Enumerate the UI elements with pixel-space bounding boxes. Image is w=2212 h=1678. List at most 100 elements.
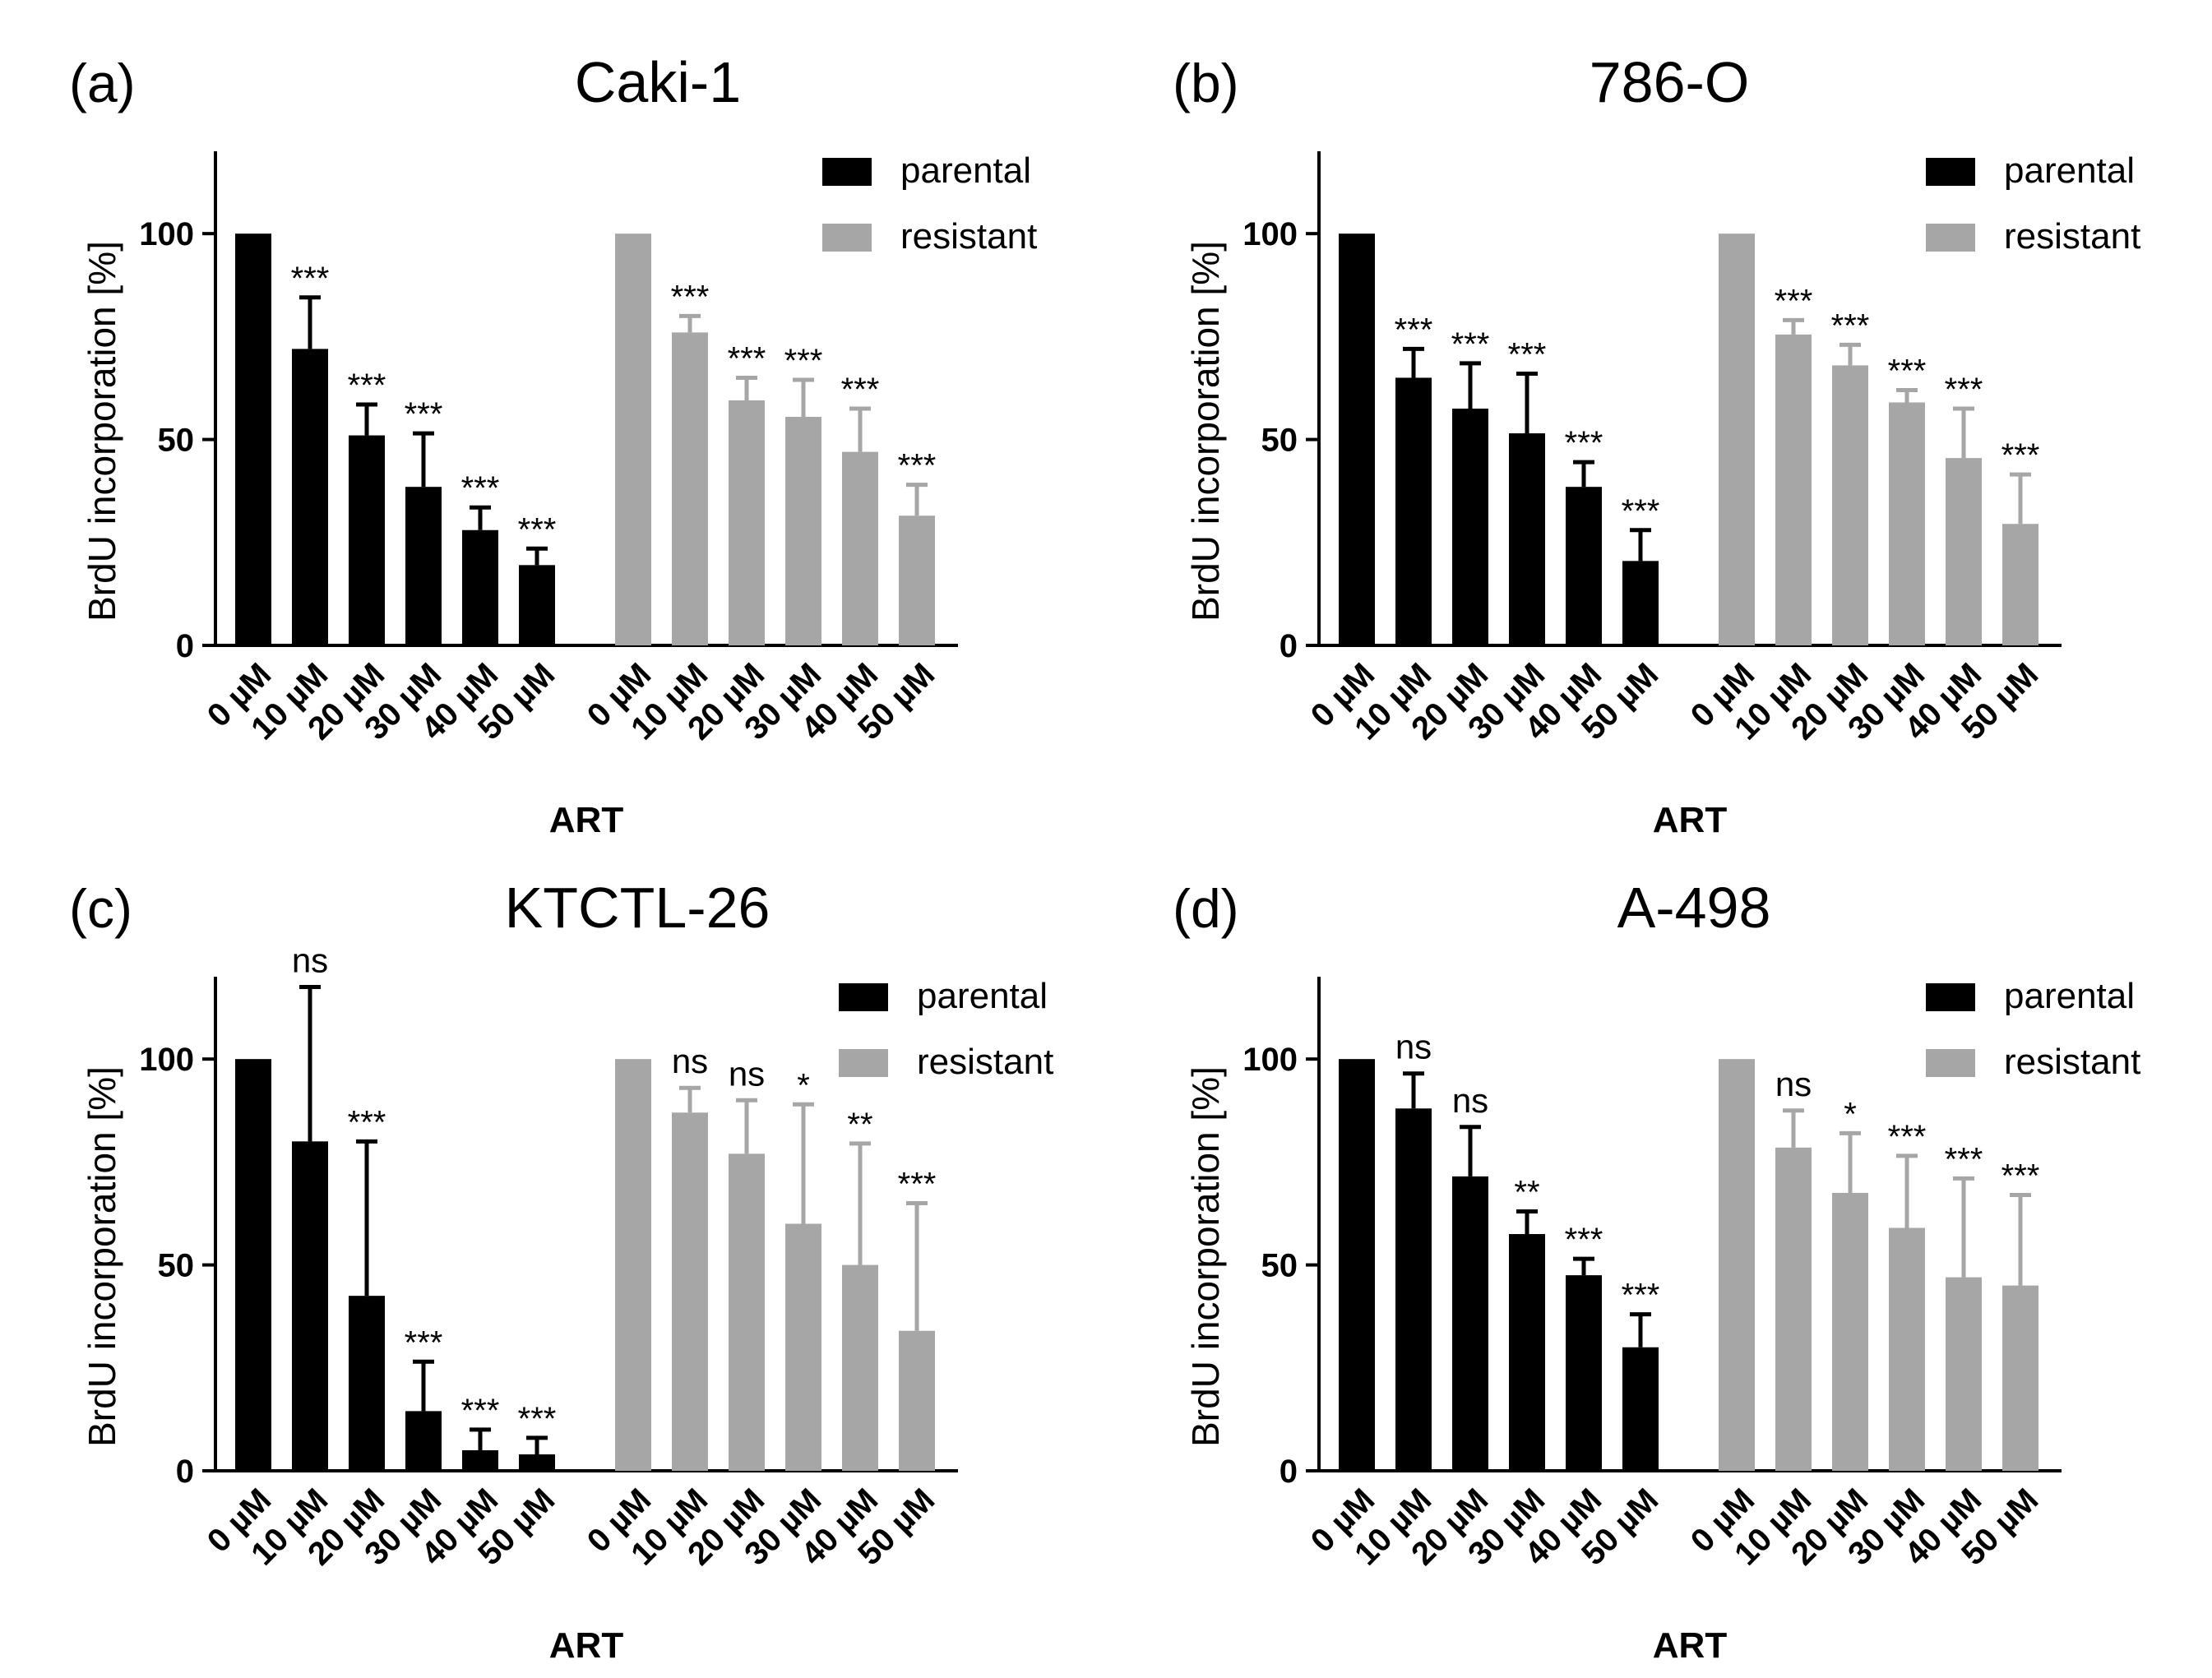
bar-resistant	[1775, 334, 1812, 645]
y-tick-label: 100	[1243, 216, 1298, 252]
significance-label: ***	[1888, 353, 1927, 389]
significance-label: ***	[898, 448, 937, 484]
significance-label: ns	[1395, 1028, 1432, 1066]
y-tick-label: 0	[1280, 628, 1298, 664]
legend-swatch-resistant	[1926, 1049, 1975, 1077]
legend-label-parental: parental	[917, 976, 1048, 1016]
bar-parental	[235, 1059, 271, 1471]
bar-resistant	[1719, 233, 1755, 645]
legend-swatch-resistant	[839, 1049, 888, 1077]
bar-resistant	[1889, 402, 1925, 645]
legend-swatch-parental	[1926, 158, 1975, 186]
legend-swatch-parental	[822, 158, 872, 186]
chart-title: 786-O	[1590, 50, 1750, 114]
significance-label: ***	[841, 372, 880, 408]
bar-parental	[405, 1411, 442, 1471]
legend-label-resistant: resistant	[2004, 216, 2140, 257]
significance-label: ***	[728, 340, 766, 377]
bar-parental	[405, 487, 442, 645]
bar-resistant	[672, 1112, 708, 1471]
chart-title: KTCTL-26	[505, 876, 770, 940]
significance-label: ***	[348, 367, 386, 404]
bar-resistant	[842, 451, 878, 645]
bar-parental	[349, 1296, 385, 1471]
y-tick-label: 50	[158, 1248, 195, 1284]
y-axis-label: BrdU incorporation [%]	[81, 1066, 123, 1447]
bar-parental	[1339, 233, 1375, 645]
bar-resistant	[1946, 458, 1982, 645]
bar-resistant	[1946, 1277, 1982, 1471]
bar-parental	[235, 233, 271, 645]
legend-label-resistant: resistant	[2004, 1042, 2140, 1082]
significance-label: ***	[1775, 283, 1813, 319]
y-axis-label: BrdU incorporation [%]	[1184, 241, 1227, 622]
bar-resistant	[785, 417, 821, 645]
significance-label: ***	[1565, 1222, 1603, 1258]
significance-label: ***	[1945, 1141, 1983, 1177]
panel-label: (a)	[69, 53, 136, 113]
bar-parental	[292, 1141, 328, 1471]
significance-label: ns	[672, 1042, 708, 1080]
significance-label: ***	[898, 1166, 937, 1202]
bar-parental	[292, 349, 328, 645]
bar-resistant	[615, 233, 651, 645]
bar-resistant	[729, 1153, 765, 1471]
bar-resistant	[2002, 1285, 2038, 1471]
significance-label: ***	[405, 1324, 443, 1361]
bar-resistant	[1832, 365, 1868, 645]
significance-label: ns	[729, 1054, 765, 1093]
bar-resistant	[785, 1223, 821, 1471]
bar-parental	[1339, 1059, 1375, 1471]
significance-label: ***	[1395, 312, 1433, 348]
significance-label: ***	[405, 396, 443, 432]
y-tick-label: 100	[139, 1042, 194, 1078]
legend-label-parental: parental	[2004, 976, 2135, 1016]
y-tick-label: 100	[1243, 1042, 1298, 1078]
significance-label: ***	[518, 511, 557, 548]
legend-label-resistant: resistant	[900, 216, 1037, 257]
panel-2: (c) KTCTL-26 0 50 100 BrdU incorporation [%] A…	[69, 876, 1053, 1666]
significance-label: ***	[1831, 307, 1870, 344]
bar-parental	[1452, 409, 1488, 645]
bar-parental	[1566, 1275, 1602, 1471]
bar-parental	[1395, 1108, 1432, 1471]
bar-parental	[349, 435, 385, 645]
significance-label: ***	[348, 1104, 386, 1140]
bar-parental	[462, 529, 498, 645]
significance-label: ***	[1451, 326, 1490, 363]
y-tick-label: 0	[1280, 1454, 1298, 1490]
chart-title: A-498	[1617, 876, 1771, 940]
bar-resistant	[842, 1264, 878, 1471]
legend-swatch-parental	[1926, 983, 1975, 1011]
bar-parental	[1452, 1176, 1488, 1471]
legend-label-resistant: resistant	[917, 1042, 1053, 1082]
significance-label: ***	[2001, 437, 2040, 474]
y-tick-label: 50	[1261, 423, 1298, 459]
chart-title: Caki-1	[575, 50, 741, 114]
significance-label: ***	[1622, 1278, 1660, 1314]
panel-label: (d)	[1173, 878, 1239, 939]
significance-label: ***	[291, 261, 330, 297]
panel-0: (a) Caki-1 0 50 100 BrdU incorporation [%] ART…	[69, 50, 1037, 840]
bar-resistant	[1832, 1192, 1868, 1471]
bar-parental	[1395, 377, 1432, 645]
significance-label: ***	[1888, 1119, 1927, 1155]
x-axis-label: ART	[549, 1625, 624, 1666]
legend-swatch-parental	[839, 983, 888, 1011]
bar-resistant	[672, 332, 708, 645]
y-tick-label: 0	[176, 1454, 194, 1490]
bar-resistant	[1889, 1227, 1925, 1471]
panel-label: (c)	[69, 878, 132, 939]
bar-parental	[519, 1454, 555, 1471]
y-tick-label: 0	[176, 628, 194, 664]
significance-label: ***	[461, 1393, 500, 1429]
x-axis-label: ART	[1653, 1625, 1728, 1666]
bar-parental	[1509, 433, 1545, 645]
bar-resistant	[2002, 524, 2038, 645]
y-tick-label: 100	[139, 216, 194, 252]
significance-label: *	[1844, 1096, 1857, 1132]
significance-label: ns	[292, 941, 328, 980]
significance-label: ***	[1622, 493, 1660, 529]
significance-label: ***	[1945, 372, 1983, 408]
